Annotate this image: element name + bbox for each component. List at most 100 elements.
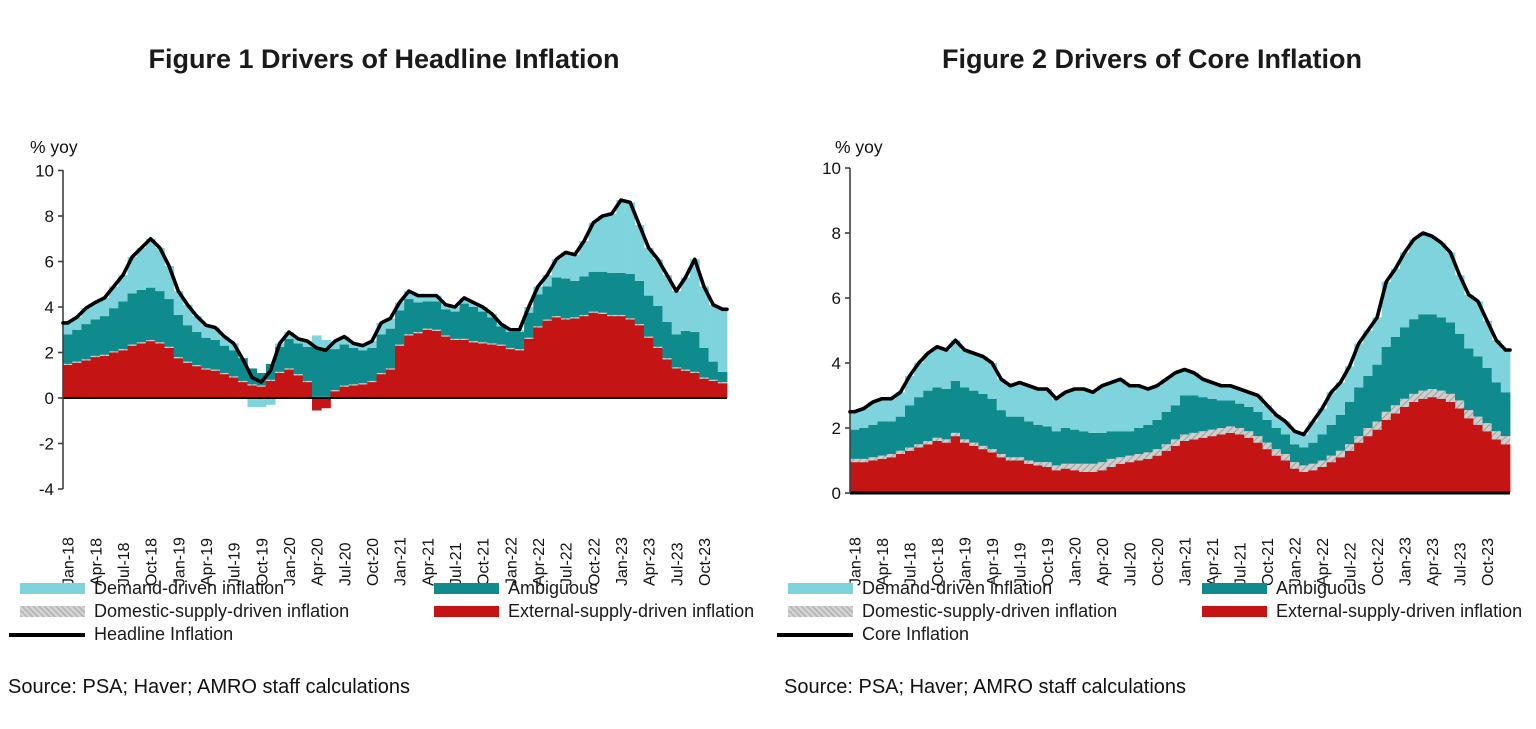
bar-segment-external	[468, 342, 479, 398]
bar-segment-ambiguous	[680, 330, 691, 370]
legend-item-line: Core Inflation	[777, 623, 969, 646]
bar-segment-domestic	[422, 328, 433, 330]
bar-segment-external	[90, 357, 101, 398]
bar-segment-external	[1244, 437, 1254, 493]
bar-segment-demand	[680, 277, 691, 331]
bar-segment-ambiguous	[1262, 419, 1273, 443]
bar-segment-demand	[441, 304, 451, 310]
bar-segment-ambiguous	[597, 271, 608, 313]
bar-segment-demand	[634, 225, 645, 281]
bar-segment-external	[1354, 442, 1364, 494]
bar-segment-ambiguous	[219, 345, 230, 373]
bar-segment-domestic	[275, 371, 285, 373]
x-tick-label: Jan-19	[958, 537, 975, 586]
bar-segment-external	[616, 316, 626, 398]
bar-segment-ambiguous	[551, 277, 562, 317]
legend-row: Core Inflation	[768, 623, 1536, 646]
bar-segment-demand	[385, 318, 396, 329]
bar-segment-ambiguous	[358, 350, 368, 384]
bar-segment-external	[441, 336, 451, 398]
bar-segment-demand	[1299, 434, 1309, 448]
bar-segment-ambiguous	[395, 310, 405, 345]
bar-segment-domestic	[941, 439, 952, 443]
bar-segment-ambiguous	[487, 317, 497, 344]
x-tick-label: Oct-21	[476, 538, 493, 586]
bar-segment-ambiguous	[459, 303, 470, 339]
bar-segment-demand	[625, 202, 636, 275]
bar-segment-demand	[1271, 415, 1282, 428]
legend-label: External-supply-driven inflation	[1276, 601, 1523, 621]
bar-segment-external	[1015, 460, 1025, 493]
bar-segment-external	[450, 339, 460, 398]
bar-segment-demand	[1290, 431, 1300, 445]
bar-segment-ambiguous	[514, 332, 525, 350]
bar-segment-demand	[312, 335, 322, 347]
bar-segment-ambiguous	[348, 347, 359, 385]
bar-segment-ambiguous	[588, 271, 599, 312]
legend-item-external: External-supply-driven inflation	[434, 600, 754, 623]
bar-segment-external	[625, 319, 636, 398]
bar-segment-domestic	[1152, 449, 1163, 456]
bar-segment-ambiguous	[1060, 428, 1071, 464]
bar-segment-demand	[969, 353, 979, 391]
figure-1-panel: Figure 1 Drivers of Headline Inflation 1…	[8, 44, 754, 698]
bar-segment-domestic	[468, 341, 479, 343]
bar-segment-domestic	[1143, 452, 1153, 459]
bar-segment-domestic	[597, 312, 608, 314]
bar-segment-external	[1079, 471, 1089, 494]
bar-segment-demand	[923, 353, 933, 391]
bar-segment-ambiguous	[385, 328, 396, 369]
bar-segment-demand	[1225, 385, 1236, 401]
bar-segment-domestic	[1033, 462, 1043, 466]
bar-segment-ambiguous	[229, 350, 239, 377]
bar-segment-ambiguous	[859, 428, 869, 459]
x-tick-label: Apr-19	[985, 538, 1002, 586]
legend-row: Demand-driven inflation Ambiguous	[768, 577, 1536, 600]
x-tick-label: Oct-22	[1370, 538, 1387, 586]
bar-segment-external	[431, 330, 442, 398]
bar-segment-demand	[1473, 301, 1483, 357]
bar-segment-ambiguous	[579, 276, 590, 315]
bar-segment-domestic	[914, 444, 924, 448]
figure-2-legend: Demand-driven inflation Ambiguous Domestic…	[768, 577, 1536, 646]
bar-segment-demand	[210, 327, 221, 340]
bar-segment-domestic	[561, 318, 571, 320]
bar-segment-ambiguous	[404, 299, 414, 335]
bar-segment-domestic	[376, 372, 387, 375]
bar-segment-ambiguous	[1125, 431, 1135, 456]
bar-segment-demand	[1345, 366, 1355, 402]
bar-segment-demand	[1106, 382, 1117, 432]
bar-segment-demand	[72, 317, 82, 330]
bar-segment-ambiguous	[450, 311, 460, 339]
bar-segment-demand	[662, 275, 673, 322]
bar-segment-domestic	[644, 336, 654, 338]
bar-segment-external	[1170, 445, 1181, 494]
bar-segment-demand	[850, 411, 860, 430]
bar-segment-external	[1060, 468, 1071, 494]
legend-label: Ambiguous	[1276, 578, 1367, 598]
bar-segment-demand	[1115, 379, 1126, 432]
bar-segment-ambiguous	[533, 294, 543, 327]
legend-item-line: Headline Inflation	[9, 623, 233, 646]
bar-segment-domestic	[607, 314, 617, 317]
bar-segment-ambiguous	[662, 321, 673, 359]
bar-segment-ambiguous	[524, 312, 534, 338]
x-tick-label: Jul-18	[903, 542, 920, 586]
bar-segment-demand	[284, 332, 294, 339]
bar-segment-demand	[265, 398, 276, 405]
bar-segment-demand	[450, 307, 460, 312]
bar-segment-demand	[1024, 385, 1034, 422]
bar-segment-ambiguous	[1015, 416, 1025, 458]
bar-segment-ambiguous	[90, 319, 101, 356]
bar-segment-ambiguous	[413, 302, 424, 333]
bar-segment-ambiguous	[275, 346, 285, 372]
bar-segment-ambiguous	[468, 307, 479, 342]
bar-segment-demand	[1317, 408, 1328, 435]
figure-2-panel: Figure 2 Drivers of Core Inflation 10 8 6 4…	[768, 0, 1536, 729]
bar-segment-domestic	[1473, 416, 1483, 425]
bar-segment-demand	[182, 304, 193, 326]
bar-segment-external	[293, 375, 304, 398]
bar-segment-external	[524, 338, 534, 398]
bar-segment-demand	[321, 339, 331, 350]
bar-segment-ambiguous	[1491, 382, 1502, 432]
